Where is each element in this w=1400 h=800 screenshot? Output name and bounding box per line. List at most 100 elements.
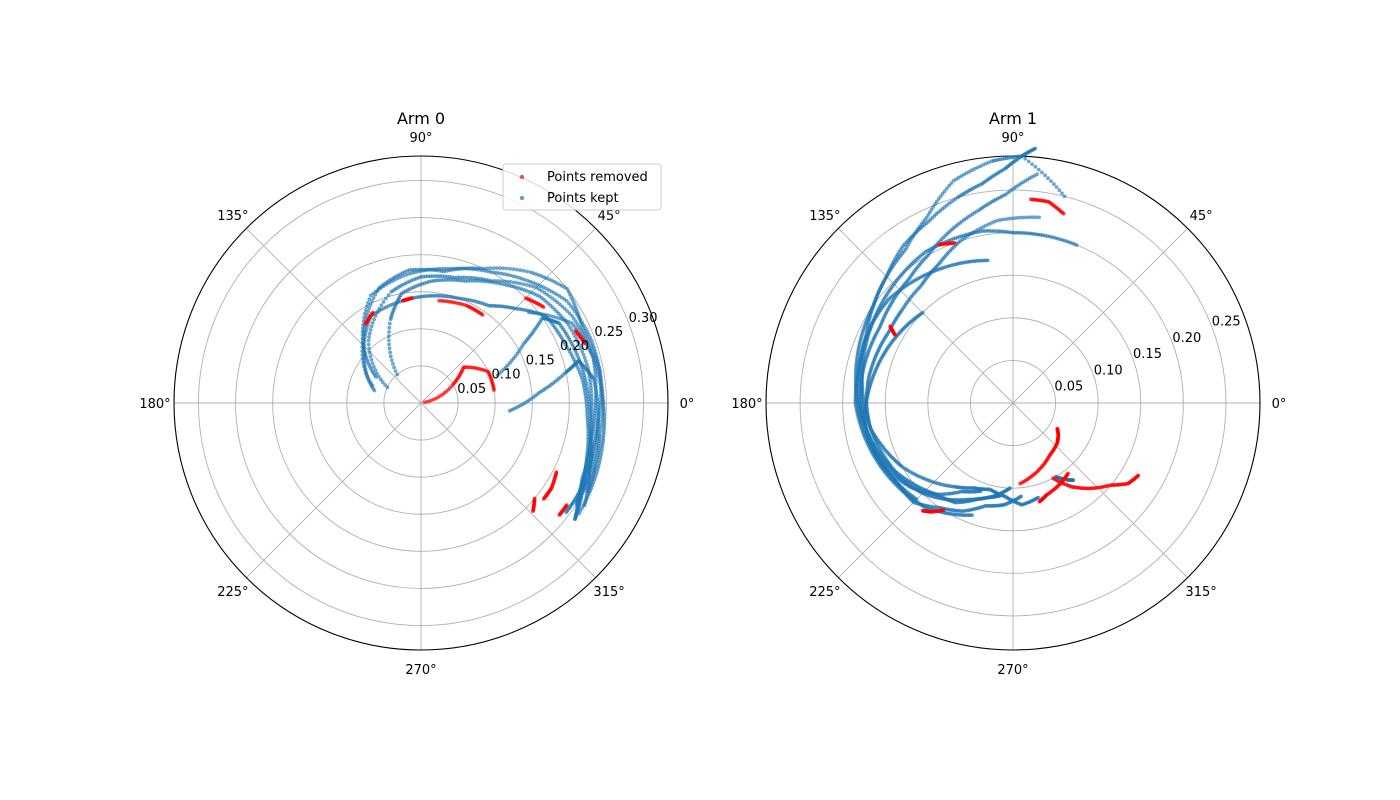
data-point — [505, 279, 510, 284]
data-point — [395, 372, 400, 377]
data-point — [389, 358, 394, 362]
data-point — [1066, 471, 1070, 476]
data-point — [574, 502, 579, 506]
data-point — [580, 506, 584, 510]
theta-tick-label: 270° — [405, 663, 436, 678]
data-point — [566, 322, 571, 327]
data-point — [600, 392, 605, 396]
data-point — [387, 338, 391, 343]
data-point — [600, 402, 605, 406]
data-point — [585, 412, 590, 417]
data-point — [370, 361, 375, 366]
data-point — [447, 266, 452, 271]
data-point — [1071, 478, 1076, 483]
data-point — [589, 386, 593, 390]
r-tick-label: 0.25 — [1212, 315, 1241, 330]
data-point — [548, 314, 552, 318]
legend-marker-removed — [519, 174, 525, 180]
data-point — [395, 276, 400, 281]
data-point — [363, 364, 367, 369]
data-point — [987, 160, 991, 165]
theta-tick-label: 135° — [217, 209, 248, 224]
data-point — [596, 405, 600, 409]
data-point — [585, 446, 590, 451]
data-point — [1008, 486, 1012, 490]
data-point — [582, 323, 586, 328]
data-point — [970, 168, 974, 173]
data-point — [594, 351, 598, 356]
data-point — [386, 293, 391, 298]
data-point — [421, 268, 426, 273]
data-point — [539, 289, 544, 293]
data-point — [600, 447, 604, 451]
data-point — [557, 513, 562, 517]
data-point — [601, 436, 606, 440]
data-point — [599, 422, 604, 427]
data-point — [497, 271, 501, 275]
legend-label-kept: Points kept — [547, 191, 619, 206]
data-point — [571, 316, 576, 321]
data-point — [387, 342, 391, 347]
data-point — [404, 272, 409, 277]
data-point — [508, 266, 512, 271]
data-point — [364, 304, 369, 309]
data-point — [1009, 216, 1014, 221]
data-point — [471, 278, 476, 283]
grid — [766, 156, 1260, 650]
data-point — [364, 328, 368, 333]
data-point — [575, 322, 580, 326]
data-point — [560, 317, 565, 322]
data-point — [584, 497, 589, 502]
data-point — [482, 268, 487, 273]
data-point — [944, 186, 949, 191]
theta-tick-label: 225° — [217, 585, 248, 600]
data-point — [465, 275, 470, 280]
data-point — [575, 312, 579, 317]
data-point — [600, 441, 605, 446]
data-point — [574, 337, 579, 342]
data-point — [596, 410, 601, 415]
data-point — [368, 328, 373, 332]
data-point — [527, 310, 531, 315]
data-point — [589, 338, 594, 343]
data-point — [581, 352, 586, 357]
data-point — [577, 511, 581, 516]
data-point — [566, 319, 571, 324]
data-point — [490, 280, 495, 285]
data-point — [474, 278, 478, 283]
data-point — [367, 335, 371, 339]
data-point — [601, 433, 606, 438]
polar-panel-arm-0: Arm 0 0° 45° 90° 135° 180° 225° 270° 315° 0.05 0.… — [139, 109, 694, 678]
grid — [174, 156, 668, 650]
data-point — [367, 331, 372, 336]
legend-marker-kept — [519, 195, 525, 201]
data-point — [370, 299, 374, 304]
data-point — [361, 319, 366, 323]
data-point — [525, 269, 530, 274]
data-point — [1034, 215, 1038, 220]
data-point — [383, 383, 387, 387]
data-point — [485, 269, 490, 274]
data-point — [588, 380, 593, 385]
data-point — [508, 273, 513, 278]
data-point — [562, 306, 567, 311]
data-point — [1037, 215, 1041, 220]
data-point — [401, 274, 406, 278]
data-point — [585, 421, 590, 425]
data-point — [494, 266, 499, 270]
data-point — [600, 385, 604, 390]
data-point — [470, 267, 475, 271]
data-point — [385, 385, 390, 390]
data-point — [361, 340, 365, 344]
data-point — [598, 371, 603, 376]
data-point — [363, 308, 368, 312]
data-point — [587, 397, 591, 402]
data-point — [438, 266, 443, 271]
data-point — [488, 266, 492, 271]
data-point — [577, 325, 581, 329]
data-point — [596, 422, 601, 427]
data-point — [588, 408, 592, 413]
data-point — [569, 304, 573, 308]
data-point — [582, 355, 587, 360]
